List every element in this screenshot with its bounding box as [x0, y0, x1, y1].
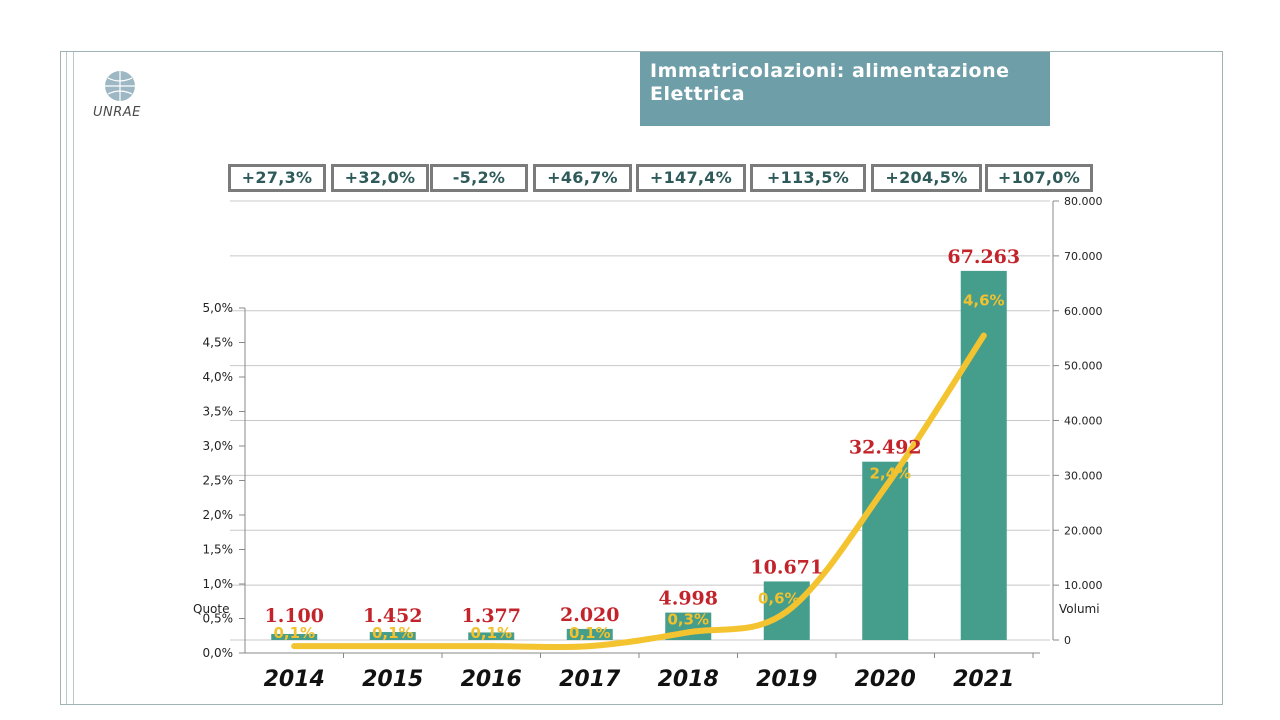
share-point-2019: [783, 608, 790, 615]
svg-text:UNRAE: UNRAE: [93, 105, 141, 120]
x-axis-label: 2021: [953, 667, 1014, 692]
volume-label: 1.452: [363, 605, 423, 627]
share-label: 0,3%: [667, 610, 709, 628]
x-axis-label: 2016: [461, 667, 522, 692]
right-axis-title: Volumi: [1059, 602, 1100, 616]
bar-2014: [271, 633, 318, 640]
slide-frame: [60, 51, 1223, 705]
growth-label: +147,4%: [636, 164, 746, 192]
right-axis-tick-label: 60.000: [1064, 305, 1103, 318]
right-axis-tick-label: 40.000: [1064, 415, 1103, 428]
left-axis-tick-label: 5,0%: [203, 301, 234, 315]
bar-2017: [566, 628, 613, 640]
volume-label: 10.671: [750, 556, 823, 578]
right-axis-tick-label: 30.000: [1064, 469, 1103, 482]
slide-title: Immatricolazioni: alimentazione Elettric…: [640, 52, 1050, 126]
left-axis-tick-label: 4,5%: [203, 336, 234, 350]
left-axis-tick-label: 0,5%: [203, 612, 234, 626]
left-axis-tick-label: 3,5%: [203, 405, 234, 419]
volume-label: 4.998: [659, 588, 719, 610]
bar-2021: [960, 270, 1007, 640]
x-axis-label: 2018: [658, 667, 719, 692]
bar-2016: [468, 632, 515, 640]
growth-label: +204,5%: [871, 164, 982, 192]
share-label: 0,1%: [569, 624, 611, 642]
growth-label: -5,2%: [430, 164, 528, 192]
volume-label: 67.263: [947, 246, 1020, 268]
volume-label: 1.377: [462, 605, 522, 627]
unrae-logo: UNRAE: [93, 71, 141, 120]
share-label: 0,6%: [758, 590, 800, 608]
right-axis-tick-label: 20.000: [1064, 524, 1103, 537]
x-axis-label: 2014: [264, 667, 325, 692]
x-axis-label: 2015: [362, 667, 423, 692]
share-point-2017: [586, 643, 593, 650]
left-axis-tick-label: 1,5%: [203, 543, 234, 557]
right-axis-tick-label: 10.000: [1064, 579, 1103, 592]
left-axis-tick-label: 1,0%: [203, 577, 234, 591]
share-label: 2,4%: [869, 464, 911, 482]
volume-label: 32.492: [849, 437, 922, 459]
growth-label: +27,3%: [228, 164, 326, 192]
right-axis-tick-label: 80.000: [1064, 195, 1103, 208]
right-axis-tick-label: 50.000: [1064, 360, 1103, 373]
left-axis-tick-label: 2,5%: [203, 474, 234, 488]
share-point-2018: [685, 629, 692, 636]
left-axis-tick-label: 3,0%: [203, 439, 234, 453]
slide-left-bar: [66, 52, 74, 704]
growth-label: +32,0%: [331, 164, 429, 192]
x-axis-label: 2017: [559, 667, 621, 692]
right-axis-tick-label: 0: [1064, 634, 1071, 647]
share-point-2021: [980, 332, 987, 339]
x-axis-label: 2019: [756, 667, 817, 692]
share-label: 0,1%: [273, 624, 315, 642]
share-point-2016: [488, 643, 495, 650]
growth-label: +113,5%: [750, 164, 866, 192]
left-axis-title: Quote: [193, 602, 229, 616]
growth-label: +46,7%: [533, 164, 632, 192]
left-axis-tick-label: 4,0%: [203, 370, 234, 384]
right-axis-tick-label: 70.000: [1064, 250, 1103, 263]
share-point-2014: [291, 643, 298, 650]
left-axis-tick-label: 0,0%: [203, 646, 234, 660]
share-label: 0,1%: [470, 624, 512, 642]
left-axis-tick-label: 2,0%: [203, 508, 234, 522]
share-label: 4,6%: [963, 292, 1005, 310]
share-point-2020: [882, 484, 889, 491]
bar-2015: [369, 632, 416, 640]
x-axis-label: 2020: [855, 667, 916, 692]
share-label: 0,1%: [372, 624, 414, 642]
volume-label: 2.020: [560, 604, 620, 626]
volume-label: 1.100: [265, 605, 325, 627]
share-point-2015: [389, 643, 396, 650]
growth-label: +107,0%: [985, 164, 1093, 192]
